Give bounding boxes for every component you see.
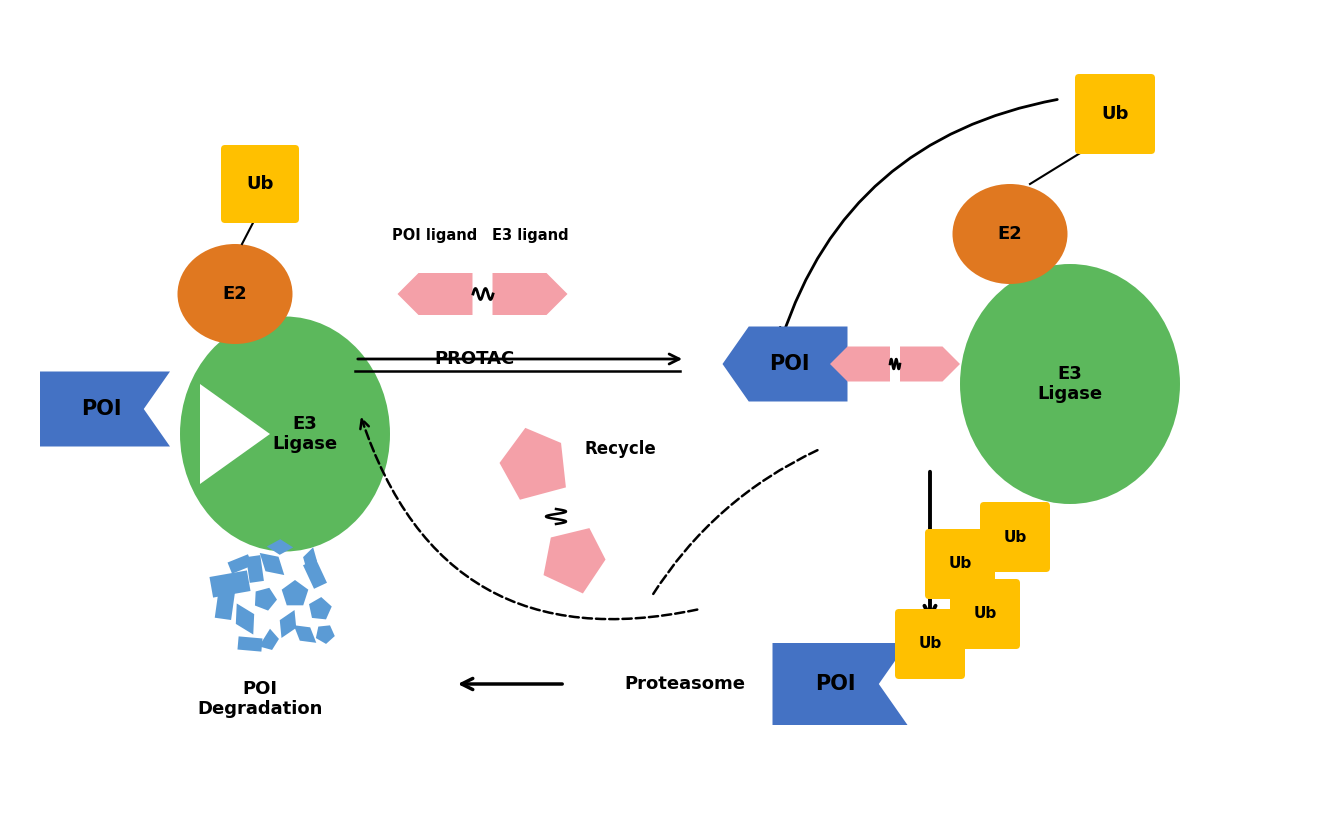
Text: E3
Ligase: E3 Ligase bbox=[272, 414, 337, 454]
Polygon shape bbox=[303, 559, 327, 589]
Polygon shape bbox=[830, 346, 890, 382]
Polygon shape bbox=[303, 547, 317, 571]
Polygon shape bbox=[293, 625, 316, 643]
Text: Ub: Ub bbox=[1004, 530, 1027, 545]
Ellipse shape bbox=[960, 264, 1181, 504]
FancyBboxPatch shape bbox=[980, 502, 1050, 572]
Text: PROTAC: PROTAC bbox=[434, 350, 515, 368]
FancyArrowPatch shape bbox=[360, 419, 697, 619]
Text: Ub: Ub bbox=[948, 556, 972, 572]
Ellipse shape bbox=[178, 244, 292, 344]
FancyBboxPatch shape bbox=[220, 145, 299, 223]
Text: Proteasome: Proteasome bbox=[624, 675, 745, 693]
Ellipse shape bbox=[181, 316, 390, 551]
Text: E3 ligand: E3 ligand bbox=[491, 229, 568, 243]
Polygon shape bbox=[282, 580, 308, 605]
Polygon shape bbox=[493, 273, 567, 315]
Polygon shape bbox=[236, 604, 254, 635]
FancyBboxPatch shape bbox=[1074, 74, 1155, 154]
Polygon shape bbox=[246, 555, 264, 583]
Text: E2: E2 bbox=[223, 285, 247, 303]
Polygon shape bbox=[260, 553, 284, 575]
Polygon shape bbox=[316, 626, 335, 644]
Text: Ub: Ub bbox=[1101, 105, 1129, 123]
Polygon shape bbox=[267, 539, 293, 554]
Polygon shape bbox=[215, 588, 235, 620]
Polygon shape bbox=[773, 643, 907, 725]
FancyArrowPatch shape bbox=[652, 450, 818, 597]
Polygon shape bbox=[280, 610, 296, 638]
FancyBboxPatch shape bbox=[895, 609, 965, 679]
Text: POI: POI bbox=[769, 354, 809, 374]
Polygon shape bbox=[259, 629, 279, 650]
Polygon shape bbox=[397, 273, 473, 315]
Polygon shape bbox=[499, 428, 566, 500]
Text: Ub: Ub bbox=[246, 175, 274, 193]
Text: E3
Ligase: E3 Ligase bbox=[1037, 364, 1102, 404]
Text: Ub: Ub bbox=[973, 607, 996, 622]
Polygon shape bbox=[201, 384, 270, 484]
Polygon shape bbox=[543, 528, 606, 594]
Text: Ub: Ub bbox=[919, 636, 942, 651]
Text: POI ligand: POI ligand bbox=[392, 229, 478, 243]
FancyBboxPatch shape bbox=[926, 529, 995, 599]
Ellipse shape bbox=[952, 184, 1068, 284]
FancyBboxPatch shape bbox=[950, 579, 1020, 649]
Text: E2: E2 bbox=[997, 225, 1023, 243]
Text: POI: POI bbox=[815, 674, 857, 694]
Polygon shape bbox=[210, 570, 251, 598]
Text: POI
Degradation: POI Degradation bbox=[198, 680, 323, 718]
Polygon shape bbox=[227, 554, 252, 574]
Polygon shape bbox=[309, 597, 332, 619]
Polygon shape bbox=[40, 372, 170, 446]
Text: POI: POI bbox=[81, 399, 121, 419]
Polygon shape bbox=[722, 327, 847, 401]
Polygon shape bbox=[900, 346, 960, 382]
Polygon shape bbox=[238, 636, 263, 652]
Text: Recycle: Recycle bbox=[584, 440, 656, 458]
Polygon shape bbox=[255, 588, 278, 611]
